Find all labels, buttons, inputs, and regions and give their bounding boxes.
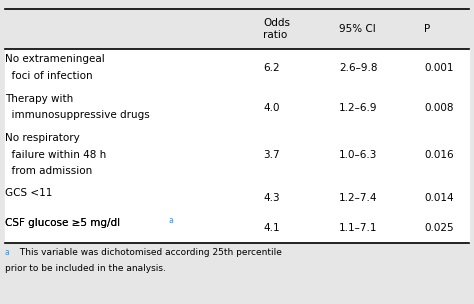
Text: 0.025: 0.025: [424, 223, 454, 233]
Text: 1.0–6.3: 1.0–6.3: [339, 150, 377, 160]
Text: 1.2–7.4: 1.2–7.4: [339, 193, 377, 202]
Text: 0.014: 0.014: [424, 193, 454, 202]
Text: failure within 48 h: failure within 48 h: [5, 150, 106, 160]
Text: 4.3: 4.3: [263, 193, 280, 202]
Bar: [5, 243, 469, 286]
Text: No extrameningeal: No extrameningeal: [5, 54, 104, 64]
Text: 95% CI: 95% CI: [339, 24, 376, 34]
Text: 1.2–6.9: 1.2–6.9: [339, 103, 377, 113]
Text: No respiratory: No respiratory: [5, 133, 80, 143]
Text: 1.1–7.1: 1.1–7.1: [339, 223, 377, 233]
Text: prior to be included in the analysis.: prior to be included in the analysis.: [5, 264, 165, 273]
Bar: [5, 49, 469, 88]
Text: 3.7: 3.7: [263, 150, 280, 160]
Text: This variable was dichotomised according 25th percentile: This variable was dichotomised according…: [17, 248, 282, 257]
Text: foci of infection: foci of infection: [5, 71, 92, 81]
Text: from admission: from admission: [5, 166, 92, 176]
Text: GCS <11: GCS <11: [5, 188, 52, 198]
Text: P: P: [424, 24, 430, 34]
Text: Odds
ratio: Odds ratio: [263, 18, 290, 40]
Text: a: a: [5, 248, 9, 257]
Bar: [5, 128, 469, 182]
Text: 2.6–9.8: 2.6–9.8: [339, 64, 377, 73]
Text: Therapy with: Therapy with: [5, 94, 73, 104]
Bar: [5, 182, 469, 213]
Bar: [5, 88, 469, 128]
Bar: [5, 9, 469, 49]
Text: 4.0: 4.0: [263, 103, 280, 113]
Text: 0.001: 0.001: [424, 64, 454, 73]
Text: a: a: [169, 216, 173, 226]
Text: immunosuppressive drugs: immunosuppressive drugs: [5, 110, 149, 120]
Text: CSF glucose ≥5 mg/dl: CSF glucose ≥5 mg/dl: [5, 218, 120, 228]
Text: 6.2: 6.2: [263, 64, 280, 73]
Text: 4.1: 4.1: [263, 223, 280, 233]
Text: 0.016: 0.016: [424, 150, 454, 160]
Text: 0.008: 0.008: [424, 103, 454, 113]
Bar: [5, 213, 469, 243]
Text: CSF glucose ≥5 mg/dl: CSF glucose ≥5 mg/dl: [5, 218, 120, 228]
